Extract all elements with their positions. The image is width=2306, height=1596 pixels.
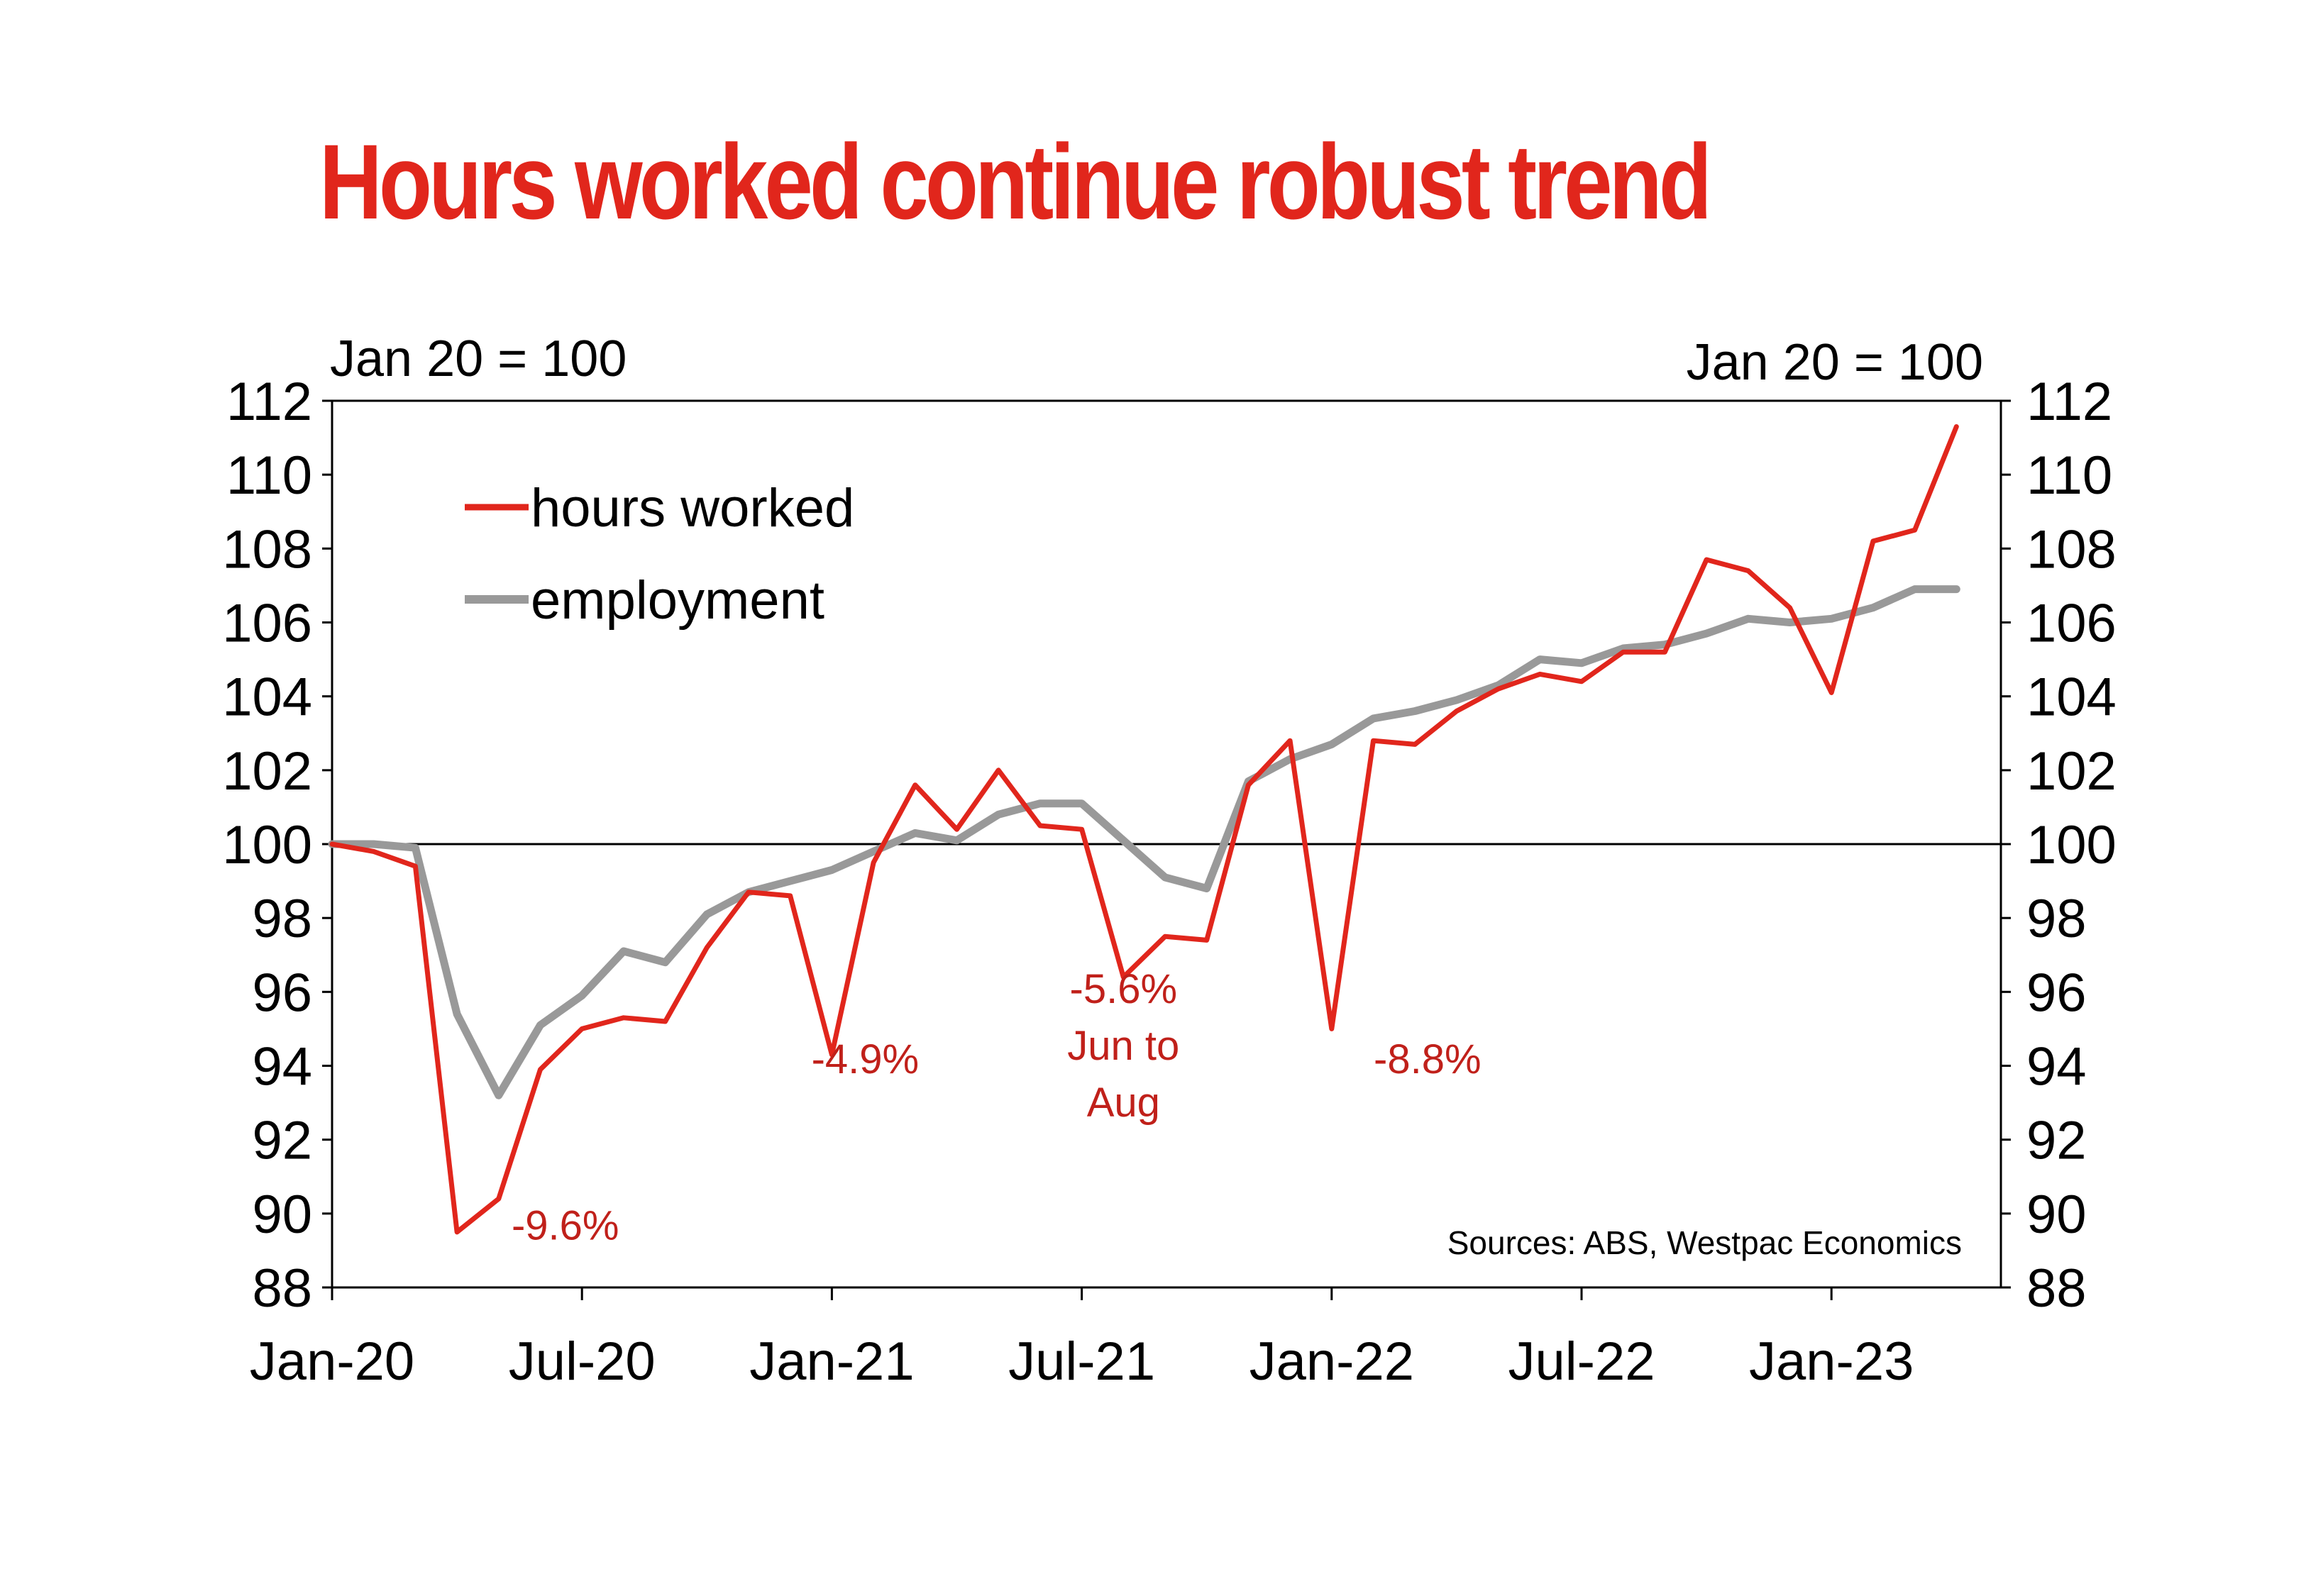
y-tick-label-right: 102 [2026,741,2117,802]
y-tick-label-right: 96 [2026,963,2087,1023]
series-group [328,424,1960,1235]
y-tick-label-right: 94 [2026,1037,2087,1097]
y-tick-label-right: 92 [2026,1111,2087,1171]
legend: hours worked employment [465,478,854,631]
x-tick-label: Jul-20 [509,1331,656,1392]
y-tick-label-right: 98 [2026,889,2087,949]
legend-label-hours-worked: hours worked [531,478,854,538]
right-unit-label: Jan 20 = 100 [1687,334,1983,391]
y-tick-label-right: 108 [2026,519,2117,580]
y-tick-label-right: 106 [2026,594,2117,654]
y-tick-label-right: 100 [2026,815,2117,875]
annotation-line: Aug [1087,1080,1160,1126]
annotation-label: -8.8% [1374,1036,1482,1082]
annotation-line: -8.8% [1374,1036,1482,1082]
legend-label-employment: employment [531,570,824,631]
y-tick-label-left: 88 [252,1258,312,1319]
chart-title: Hours worked continue robust trend [319,122,1712,241]
axes: 88 88 90 90 92 92 94 94 96 96 98 98 100 100 102 102 104 1… [222,372,2117,1392]
y-tick-label-left: 100 [222,815,312,875]
annotation-label: -9.6% [512,1202,619,1248]
y-tick-label-left: 112 [226,372,312,432]
y-tick-label-left: 104 [222,667,312,728]
y-tick-label-left: 110 [226,445,312,506]
y-tick-label-right: 112 [2026,372,2112,432]
annotation-line: -9.6% [512,1202,619,1248]
annotations: -9.6% -4.9% -5.6% Jun to Aug -8.8% [512,966,1482,1248]
y-tick-label-right: 110 [2026,445,2112,506]
y-tick-label-left: 94 [252,1037,312,1097]
y-tick-label-left: 106 [222,594,312,654]
left-unit-label: Jan 20 = 100 [330,331,627,387]
series-line-hours-worked [329,424,1959,1235]
y-tick-label-left: 102 [222,741,312,802]
x-tick-label: Jul-22 [1508,1331,1655,1392]
series-line-employment [328,585,1960,1099]
y-tick-label-left: 96 [252,963,312,1023]
y-tick-label-right: 104 [2026,667,2117,728]
x-tick-label: Jan-22 [1249,1331,1414,1392]
y-tick-label-left: 92 [252,1111,312,1171]
annotation-line: Jun to [1067,1023,1179,1069]
y-tick-label-left: 90 [252,1185,312,1245]
y-tick-label-right: 88 [2026,1258,2087,1319]
annotation-label: -5.6% Jun to Aug [1067,966,1179,1126]
x-tick-label: Jul-21 [1008,1331,1155,1392]
y-tick-label-left: 98 [252,889,312,949]
source-note: Sources: ABS, Westpac Economics [1447,1224,1962,1261]
annotation-label: -4.9% [812,1036,920,1082]
x-tick-label: Jan-20 [250,1331,414,1392]
annotation-line: -5.6% [1070,966,1178,1012]
x-tick-label: Jan-21 [749,1331,914,1392]
annotation-line: -4.9% [812,1036,920,1082]
y-tick-label-left: 108 [222,519,312,580]
x-tick-label: Jan-23 [1749,1331,1914,1392]
y-tick-label-right: 90 [2026,1185,2087,1245]
